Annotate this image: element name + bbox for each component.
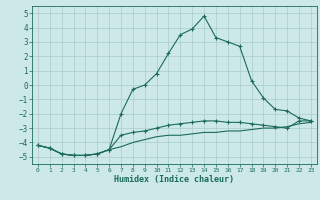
X-axis label: Humidex (Indice chaleur): Humidex (Indice chaleur) (115, 175, 234, 184)
